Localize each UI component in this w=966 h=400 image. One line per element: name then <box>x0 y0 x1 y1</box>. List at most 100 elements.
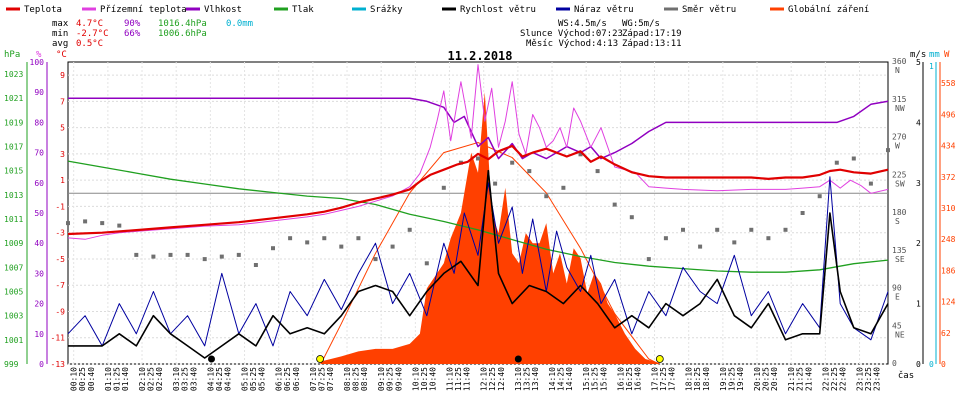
hpa-axis-unit: hPa <box>4 50 20 60</box>
wind-direction-point <box>493 181 498 186</box>
degc-tick-label: -3 <box>55 229 65 238</box>
moonset-marker <box>514 355 522 363</box>
pct-tick-label: 90 <box>34 88 44 97</box>
x-tick-label: 08:25 <box>352 367 361 391</box>
x-tick-label: 16:10 <box>616 367 625 391</box>
x-tick-label: 07:25 <box>317 367 326 391</box>
wind-direction-point <box>185 252 190 257</box>
legend-label: Přízemní teplota <box>100 5 187 15</box>
dir-tick-label: 135 <box>892 246 907 255</box>
wind-direction-point <box>441 185 446 190</box>
header: max 4.7°C 90% 1016.4hPa 0.0mm min -2.7°C 66% 100… <box>52 19 682 63</box>
degc-tick-label: -1 <box>55 202 65 211</box>
stats-temp: 0.5°C <box>76 39 103 49</box>
pct-tick-label: 0 <box>39 360 44 369</box>
stats-humidity: 66% <box>124 29 141 39</box>
x-tick-label: 13:25 <box>522 367 531 391</box>
x-tick-label: 10:40 <box>428 367 437 391</box>
x-tick-label: 03:10 <box>172 367 181 391</box>
hpa-tick-label: 1013 <box>4 191 23 200</box>
legend-label: Srážky <box>370 5 403 15</box>
degc-tick-label: 3 <box>60 150 65 159</box>
axes: 00:10 00:25 00:40 01:10 01:25 01:40 02:10 02:25… <box>4 50 956 391</box>
wind-direction-point <box>527 169 532 174</box>
dir-compass-label: NE <box>895 330 905 339</box>
wind-direction-point <box>817 194 822 199</box>
x-tick-label: 23:40 <box>873 367 882 391</box>
wind-direction-point <box>732 240 737 245</box>
chart-title: 11.2.2018 <box>447 49 512 63</box>
pct-tick-label: 60 <box>34 179 44 188</box>
pct-tick-label: 70 <box>34 149 44 158</box>
info-ws: WS:4.5m/s <box>558 19 607 29</box>
wind-direction-point <box>715 227 720 232</box>
degc-tick-label: 1 <box>60 176 65 185</box>
x-tick-label: 05:40 <box>258 367 267 391</box>
x-tick-label: 03:40 <box>189 367 198 391</box>
x-tick-label: 18:25 <box>693 367 702 391</box>
wind-direction-point <box>151 254 156 259</box>
x-tick-label: 11:25 <box>454 367 463 391</box>
mm-axis-unit: mm <box>929 50 940 60</box>
legend-label: Tlak <box>292 5 314 15</box>
x-tick-label: 00:25 <box>78 367 87 391</box>
wind-direction-point <box>134 252 139 257</box>
temperature-line <box>67 144 889 236</box>
w-tick-label: 372 <box>941 173 956 182</box>
legend-label: Teplota <box>24 5 62 15</box>
legend: Teplota Přízemní teplota Vlhkost Tlak Srážky… <box>6 5 869 15</box>
dir-tick-label: 0 <box>892 359 897 368</box>
w-tick-label: 0 <box>941 360 946 369</box>
legend-label: Vlhkost <box>204 5 242 15</box>
x-tick-label: 17:10 <box>651 367 660 391</box>
x-tick-label: 17:40 <box>668 367 677 391</box>
hpa-tick-label: 1007 <box>4 263 23 272</box>
wind-direction-point <box>476 156 480 161</box>
x-axis-unit: čas <box>898 370 914 381</box>
wind-direction-point <box>66 221 70 226</box>
hpa-tick-label: 1001 <box>4 336 23 345</box>
x-tick-label: 04:40 <box>223 367 232 391</box>
wind-direction-point <box>681 227 685 232</box>
pct-tick-label: 80 <box>34 118 44 127</box>
x-tick-label: 01:40 <box>121 367 130 391</box>
w-axis-unit: W <box>944 50 950 60</box>
ground-temperature-line <box>67 64 889 240</box>
x-tick-label: 22:25 <box>830 367 839 391</box>
x-tick-label: 10:25 <box>420 367 429 391</box>
x-tick-label: 23:10 <box>856 367 865 391</box>
x-tick-label: 05:10 <box>241 367 250 391</box>
x-tick-label: 02:10 <box>138 367 147 391</box>
wind-direction-point <box>834 160 839 165</box>
wind-direction-point <box>168 252 173 257</box>
wind-direction-point <box>288 236 293 241</box>
wind-speed-line <box>68 169 889 359</box>
dir-tick-label: 225 <box>892 170 907 179</box>
wind-direction-point <box>407 227 412 232</box>
wind-direction-point <box>356 236 361 241</box>
x-tick-label: 05:25 <box>249 367 258 391</box>
x-tick-label: 18:10 <box>685 367 694 391</box>
info-sunset: Západ:17:19 <box>622 29 682 39</box>
x-tick-label: 11:10 <box>446 367 455 391</box>
w-tick-label: 434 <box>941 142 956 151</box>
x-tick-label: 02:40 <box>155 367 164 391</box>
w-tick-label: 558 <box>941 79 956 88</box>
degc-tick-label: -9 <box>55 307 65 316</box>
degc-tick-label: -7 <box>55 281 65 290</box>
dir-compass-label: W <box>895 142 900 151</box>
wind-direction-point <box>253 263 258 267</box>
wind-direction-point <box>561 185 566 190</box>
x-tick-label: 11:40 <box>463 367 472 391</box>
w-tick-label: 248 <box>941 235 956 244</box>
dir-compass-label: N <box>895 66 900 75</box>
x-tick-label: 04:10 <box>206 367 215 391</box>
x-tick-label: 07:10 <box>309 367 318 391</box>
sunset-marker <box>655 355 664 363</box>
wind-direction-point <box>83 219 88 224</box>
x-tick-label: 03:25 <box>181 367 190 391</box>
pct-tick-label: 40 <box>34 239 44 248</box>
x-tick-label: 09:25 <box>386 367 395 391</box>
degc-tick-label: 5 <box>60 124 65 133</box>
